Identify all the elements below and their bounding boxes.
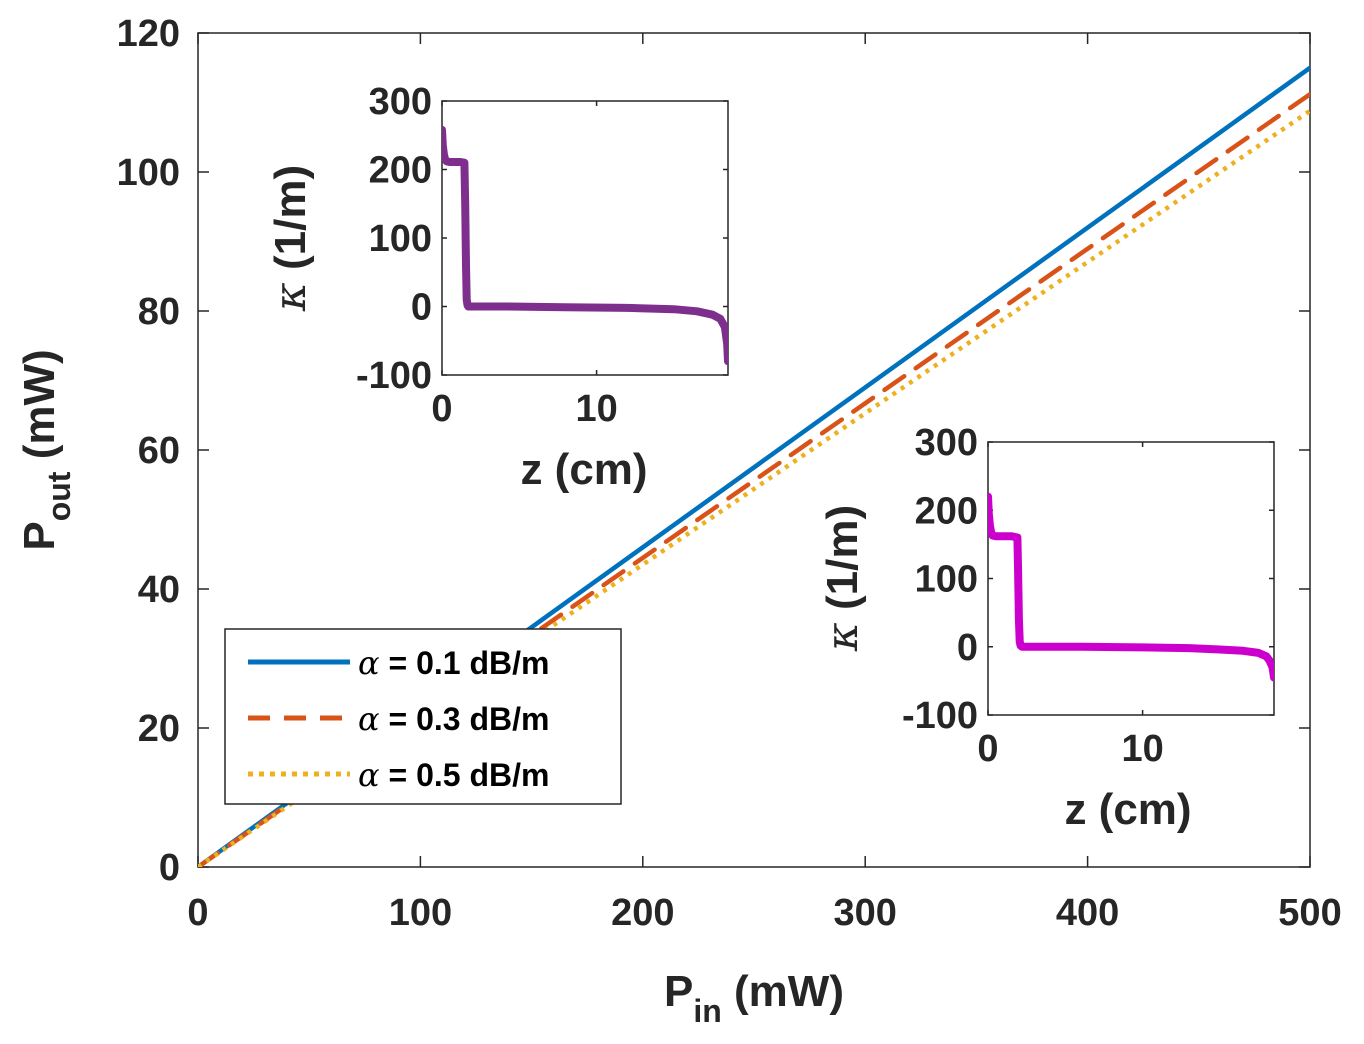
main-ticks <box>197 32 1311 868</box>
main-series-2 <box>198 108 1310 867</box>
inset-lower-y-label: κ (1/m) <box>817 505 868 652</box>
y-axis-label-unit: (mW) <box>15 349 64 471</box>
inset-lower-y-label-text: (1/m) <box>818 505 867 622</box>
x-axis-label-sub: in <box>693 993 721 1029</box>
x-axis-label-main: P <box>664 967 693 1016</box>
main-xtick-label-1: 100 <box>389 892 452 934</box>
inset-lower-ytick-label-0: -100 <box>902 695 978 737</box>
legend-label-1-text: = 0.3 dB/m <box>380 701 550 737</box>
main-ytick-label-0: 0 <box>159 847 180 889</box>
legend-label-0: α = 0.1 dB/m <box>358 644 549 682</box>
inset-upper-ytick-label-0: -100 <box>356 355 432 397</box>
inset-lower-y-label-greek: κ <box>817 622 868 652</box>
main-xtick-label-2: 200 <box>611 892 674 934</box>
inset-lower-ytick-label-3: 200 <box>915 490 978 532</box>
inset-lower-area <box>987 441 1275 716</box>
legend-label-1: α = 0.3 dB/m <box>358 700 549 738</box>
inset-upper-ytick-label-3: 200 <box>369 150 432 192</box>
inset-lower-series <box>988 492 1274 682</box>
main-ytick-label-1: 20 <box>138 708 180 750</box>
inset-upper-series <box>442 125 728 366</box>
inset-upper-y-label: κ (1/m) <box>265 165 316 312</box>
x-axis-label: Pin (mW) <box>664 967 844 1029</box>
inset-upper-ytick-label-1: 0 <box>411 287 432 329</box>
legend-label-2-text: = 0.5 dB/m <box>380 757 550 793</box>
inset-lower-x-label: z (cm) <box>1064 785 1191 834</box>
main-ytick-label-3: 60 <box>138 430 180 472</box>
legend-label-2: α = 0.5 dB/m <box>358 756 549 794</box>
inset-upper-area <box>441 100 729 376</box>
inset-upper-y-label-text: (1/m) <box>266 165 315 282</box>
legend-label-0-greek: α <box>358 644 380 682</box>
main-xtick-label-4: 400 <box>1056 892 1119 934</box>
legend: α = 0.1 dB/m α = 0.3 dB/m α = 0.5 dB/m <box>224 628 622 805</box>
y-axis-label-sub: out <box>41 471 77 521</box>
main-ytick-label-6: 120 <box>117 13 180 55</box>
main-xtick-label-3: 300 <box>833 892 896 934</box>
inset-lower-xtick-label-0: 0 <box>977 728 998 770</box>
inset-upper-xtick-label-0: 0 <box>431 388 452 430</box>
inset-lower-ytick-label-1: 0 <box>957 627 978 669</box>
legend-label-0-text: = 0.1 dB/m <box>380 645 550 681</box>
main-ytick-label-2: 40 <box>138 569 180 611</box>
inset-lower-xtick-label-1: 10 <box>1121 728 1163 770</box>
y-axis-label-main: P <box>15 521 64 550</box>
main-xtick-label-5: 500 <box>1278 892 1341 934</box>
y-axis-label: Pout (mW) <box>15 349 77 550</box>
inset-upper-xtick-label-1: 10 <box>575 388 617 430</box>
inset-upper-ytick-label-4: 300 <box>369 81 432 123</box>
inset-upper-ticks <box>441 100 728 376</box>
main-ytick-label-5: 100 <box>117 152 180 194</box>
inset-lower-ytick-label-4: 300 <box>915 422 978 464</box>
x-axis-label-unit: (mW) <box>722 967 844 1016</box>
main-xtick-label-0: 0 <box>187 892 208 934</box>
legend-label-2-greek: α <box>358 756 380 794</box>
inset-upper-y-label-greek: κ <box>265 282 316 312</box>
inset-lower-series-0 <box>988 492 1274 682</box>
legend-label-1-greek: α <box>358 700 380 738</box>
main-ytick-label-4: 80 <box>138 291 180 333</box>
inset-upper-series-0 <box>442 125 728 366</box>
inset-lower-ytick-label-2: 100 <box>915 559 978 601</box>
inset-upper-ytick-label-2: 100 <box>369 218 432 260</box>
inset-upper-x-label: z (cm) <box>520 445 647 494</box>
